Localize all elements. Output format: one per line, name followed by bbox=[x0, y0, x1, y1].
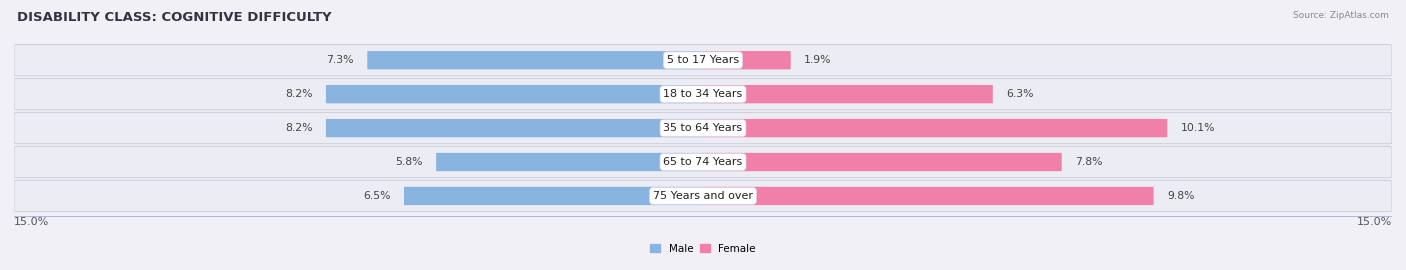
Text: 18 to 34 Years: 18 to 34 Years bbox=[664, 89, 742, 99]
Text: 10.1%: 10.1% bbox=[1181, 123, 1215, 133]
FancyBboxPatch shape bbox=[703, 153, 1062, 171]
FancyBboxPatch shape bbox=[14, 146, 1392, 178]
Text: 15.0%: 15.0% bbox=[1357, 217, 1392, 227]
FancyBboxPatch shape bbox=[703, 187, 1153, 205]
Text: 7.3%: 7.3% bbox=[326, 55, 354, 65]
Text: Source: ZipAtlas.com: Source: ZipAtlas.com bbox=[1294, 11, 1389, 20]
Text: 15.0%: 15.0% bbox=[14, 217, 49, 227]
FancyBboxPatch shape bbox=[703, 51, 790, 69]
Text: 5.8%: 5.8% bbox=[395, 157, 423, 167]
Text: 75 Years and over: 75 Years and over bbox=[652, 191, 754, 201]
FancyBboxPatch shape bbox=[326, 119, 703, 137]
FancyBboxPatch shape bbox=[703, 119, 1167, 137]
FancyBboxPatch shape bbox=[14, 113, 1392, 144]
FancyBboxPatch shape bbox=[703, 85, 993, 103]
FancyBboxPatch shape bbox=[14, 45, 1392, 76]
Text: 8.2%: 8.2% bbox=[285, 89, 312, 99]
Text: 6.3%: 6.3% bbox=[1007, 89, 1033, 99]
Text: 65 to 74 Years: 65 to 74 Years bbox=[664, 157, 742, 167]
FancyBboxPatch shape bbox=[326, 85, 703, 103]
FancyBboxPatch shape bbox=[367, 51, 703, 69]
Text: 5 to 17 Years: 5 to 17 Years bbox=[666, 55, 740, 65]
Text: 1.9%: 1.9% bbox=[804, 55, 831, 65]
Legend: Male, Female: Male, Female bbox=[645, 239, 761, 258]
Text: 35 to 64 Years: 35 to 64 Years bbox=[664, 123, 742, 133]
Text: 9.8%: 9.8% bbox=[1167, 191, 1194, 201]
Text: 6.5%: 6.5% bbox=[363, 191, 391, 201]
FancyBboxPatch shape bbox=[404, 187, 703, 205]
Text: DISABILITY CLASS: COGNITIVE DIFFICULTY: DISABILITY CLASS: COGNITIVE DIFFICULTY bbox=[17, 11, 332, 24]
FancyBboxPatch shape bbox=[14, 180, 1392, 212]
Text: 7.8%: 7.8% bbox=[1076, 157, 1102, 167]
FancyBboxPatch shape bbox=[436, 153, 703, 171]
FancyBboxPatch shape bbox=[14, 79, 1392, 110]
Text: 8.2%: 8.2% bbox=[285, 123, 312, 133]
